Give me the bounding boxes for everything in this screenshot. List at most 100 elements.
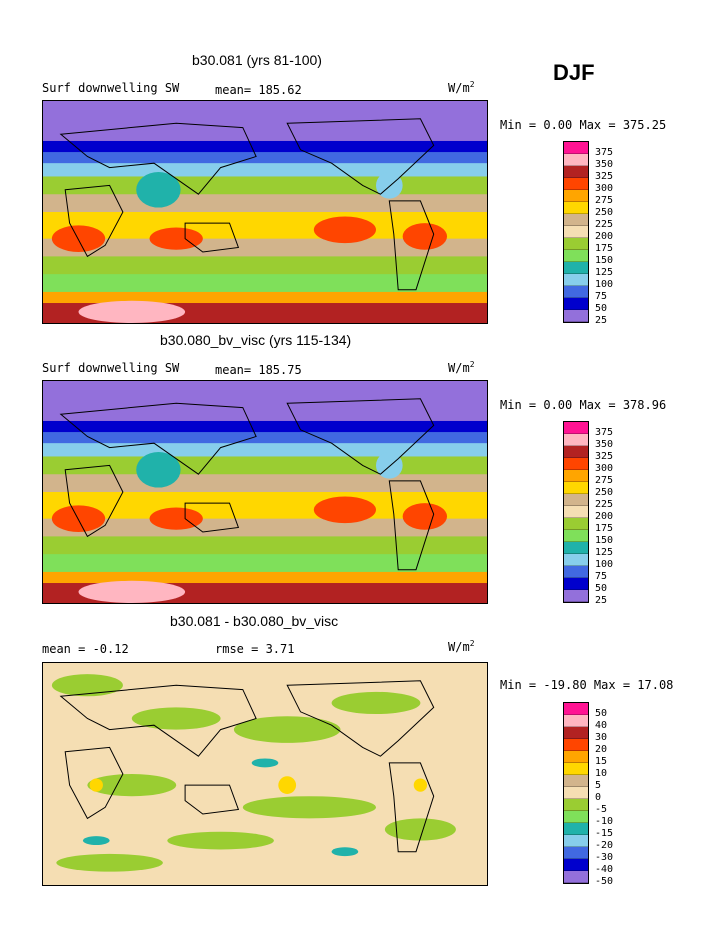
colorbar-label: -30	[595, 852, 614, 863]
colorbar-swatch	[564, 274, 588, 286]
panel-2-units: W/m2	[448, 360, 475, 375]
colorbar-swatch	[564, 446, 588, 458]
colorbar-swatch	[564, 238, 588, 250]
panel-3-mean: mean = -0.12	[42, 642, 129, 656]
panel-1-minmax: Min = 0.00 Max = 375.25	[500, 118, 667, 132]
colorbar-label: 325	[595, 451, 614, 462]
panel-3-colorbar	[563, 702, 589, 884]
colorbar-swatch	[564, 422, 588, 434]
panel-1-units: W/m2	[448, 80, 475, 95]
panel-1-colorbar-labels: 375 350 325 300 275 250 225 200 175 150 125 100 75 50…	[595, 147, 613, 327]
colorbar-swatch	[564, 811, 588, 823]
colorbar-label: 75	[595, 571, 608, 582]
colorbar-label: 30	[595, 732, 608, 743]
colorbar-swatch	[564, 250, 588, 262]
colorbar-label: 0	[595, 792, 602, 803]
colorbar-label: 250	[595, 207, 614, 218]
colorbar-swatch	[564, 703, 588, 715]
colorbar-swatch	[564, 847, 588, 859]
colorbar-swatch	[564, 799, 588, 811]
colorbar-label: 150	[595, 535, 614, 546]
colorbar-swatch	[564, 262, 588, 274]
colorbar-swatch	[564, 518, 588, 530]
panel-3-minmax: Min = -19.80 Max = 17.08	[500, 678, 674, 692]
colorbar-swatch	[564, 871, 588, 883]
panel-1-variable: Surf downwelling SW	[42, 81, 180, 95]
panel-3-colorbar-labels: 50 40 30 20 15 10 5 0 -5 -10 -15 -20 -30 -40 -50	[595, 708, 613, 888]
colorbar-label: 375	[595, 427, 614, 438]
colorbar-swatch	[564, 859, 588, 871]
colorbar-swatch	[564, 458, 588, 470]
panel-1-colorbar	[563, 141, 589, 323]
colorbar-label: 300	[595, 183, 614, 194]
colorbar-label: 100	[595, 559, 614, 570]
colorbar-label: 225	[595, 499, 614, 510]
colorbar-label: 5	[595, 780, 602, 791]
colorbar-swatch	[564, 751, 588, 763]
colorbar-swatch	[564, 542, 588, 554]
colorbar-swatch	[564, 142, 588, 154]
colorbar-label: 150	[595, 255, 614, 266]
colorbar-label: 175	[595, 243, 614, 254]
colorbar-swatch	[564, 835, 588, 847]
season-label: DJF	[553, 60, 595, 85]
colorbar-swatch	[564, 190, 588, 202]
colorbar-swatch	[564, 494, 588, 506]
colorbar-swatch	[564, 727, 588, 739]
colorbar-swatch	[564, 166, 588, 178]
colorbar-swatch	[564, 763, 588, 775]
panel-3-rmse: rmse = 3.71	[215, 642, 295, 656]
colorbar-label: 25	[595, 315, 608, 326]
panel-1-mean: mean= 185.62	[215, 83, 302, 97]
colorbar-swatch	[564, 554, 588, 566]
colorbar-label: -10	[595, 816, 614, 827]
colorbar-swatch	[564, 787, 588, 799]
colorbar-label: 275	[595, 475, 614, 486]
colorbar-label: 125	[595, 267, 614, 278]
colorbar-swatch	[564, 470, 588, 482]
colorbar-swatch	[564, 286, 588, 298]
colorbar-label: -50	[595, 876, 614, 887]
panel-2-variable: Surf downwelling SW	[42, 361, 180, 375]
colorbar-label: 15	[595, 756, 608, 767]
map-field	[43, 101, 487, 323]
colorbar-swatch	[564, 530, 588, 542]
colorbar-label: 225	[595, 219, 614, 230]
colorbar-label: 100	[595, 279, 614, 290]
colorbar-label: 75	[595, 291, 608, 302]
colorbar-label: 350	[595, 159, 614, 170]
colorbar-label: 125	[595, 547, 614, 558]
colorbar-swatch	[564, 298, 588, 310]
colorbar-label: -5	[595, 804, 608, 815]
colorbar-swatch	[564, 214, 588, 226]
panel-2-colorbar	[563, 421, 589, 603]
colorbar-label: 300	[595, 463, 614, 474]
colorbar-swatch	[564, 590, 588, 602]
colorbar-swatch	[564, 506, 588, 518]
colorbar-swatch	[564, 823, 588, 835]
colorbar-swatch	[564, 482, 588, 494]
colorbar-label: 20	[595, 744, 608, 755]
colorbar-swatch	[564, 434, 588, 446]
panel-2-map	[42, 380, 488, 604]
colorbar-label: 325	[595, 171, 614, 182]
colorbar-label: 50	[595, 303, 608, 314]
colorbar-label: -40	[595, 864, 614, 875]
colorbar-label: 350	[595, 439, 614, 450]
colorbar-label: 250	[595, 487, 614, 498]
colorbar-label: 25	[595, 595, 608, 606]
panel-2-mean: mean= 185.75	[215, 363, 302, 377]
panel-3-map	[42, 662, 488, 886]
colorbar-swatch	[564, 775, 588, 787]
colorbar-label: 50	[595, 708, 608, 719]
colorbar-swatch	[564, 715, 588, 727]
panel-3-units: W/m2	[448, 639, 475, 654]
colorbar-label: 375	[595, 147, 614, 158]
colorbar-swatch	[564, 178, 588, 190]
colorbar-swatch	[564, 739, 588, 751]
colorbar-swatch	[564, 578, 588, 590]
panel-2-title: b30.080_bv_visc (yrs 115-134)	[160, 332, 352, 348]
colorbar-label: 200	[595, 511, 614, 522]
panel-3-title: b30.081 - b30.080_bv_visc	[170, 613, 339, 629]
colorbar-label: -20	[595, 840, 614, 851]
